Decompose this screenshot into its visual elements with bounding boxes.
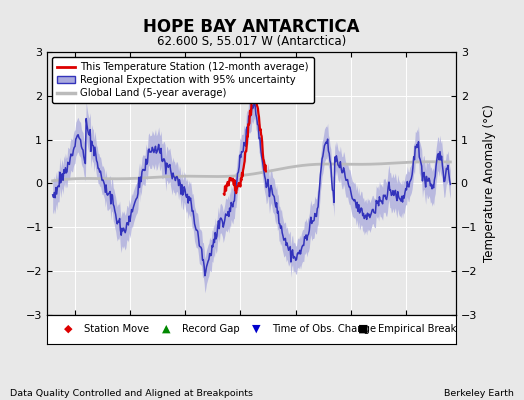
Text: Empirical Break: Empirical Break bbox=[378, 324, 456, 334]
Text: Time of Obs. Change: Time of Obs. Change bbox=[272, 324, 376, 334]
Text: HOPE BAY ANTARCTICA: HOPE BAY ANTARCTICA bbox=[143, 18, 360, 36]
Text: ■: ■ bbox=[358, 324, 368, 334]
Legend: This Temperature Station (12-month average), Regional Expectation with 95% uncer: This Temperature Station (12-month avera… bbox=[52, 57, 314, 103]
Text: Record Gap: Record Gap bbox=[182, 324, 239, 334]
Text: ▲: ▲ bbox=[161, 324, 170, 334]
Text: 62.600 S, 55.017 W (Antarctica): 62.600 S, 55.017 W (Antarctica) bbox=[157, 35, 346, 48]
Text: Berkeley Earth: Berkeley Earth bbox=[444, 389, 514, 398]
Text: ▼: ▼ bbox=[252, 324, 260, 334]
Text: Data Quality Controlled and Aligned at Breakpoints: Data Quality Controlled and Aligned at B… bbox=[10, 389, 254, 398]
Text: ◆: ◆ bbox=[63, 324, 72, 334]
Text: Station Move: Station Move bbox=[84, 324, 149, 334]
Y-axis label: Temperature Anomaly (°C): Temperature Anomaly (°C) bbox=[483, 104, 496, 262]
